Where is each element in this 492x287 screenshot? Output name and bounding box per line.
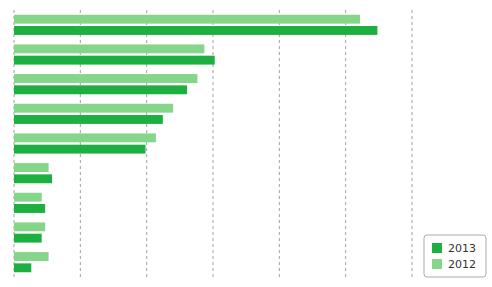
- chart: 2013 2012: [0, 0, 492, 287]
- bar: [14, 263, 31, 272]
- chart-container: 2013 2012: [0, 0, 492, 287]
- bar: [14, 174, 52, 183]
- bar: [14, 222, 45, 231]
- bar: [14, 104, 173, 113]
- bar: [14, 15, 360, 24]
- bar: [14, 56, 215, 65]
- legend-label: 2012: [448, 258, 476, 271]
- bar: [14, 252, 49, 261]
- bar: [14, 133, 156, 142]
- grid-line: [213, 10, 214, 277]
- bar: [14, 74, 197, 83]
- bar: [14, 85, 187, 94]
- bar: [14, 44, 204, 53]
- bar: [14, 115, 163, 124]
- grid-line: [412, 10, 413, 277]
- bars: [14, 15, 377, 273]
- bar: [14, 193, 42, 202]
- legend-label: 2013: [448, 242, 476, 255]
- bar: [14, 163, 49, 172]
- legend-swatch: [432, 243, 442, 253]
- legend-frame: [424, 235, 486, 277]
- bar: [14, 145, 146, 154]
- bar: [14, 26, 377, 35]
- grid-line: [279, 10, 280, 277]
- bar: [14, 204, 45, 213]
- bar: [14, 234, 42, 243]
- grid-line: [345, 10, 346, 277]
- grid: [14, 10, 412, 277]
- legend: 2013 2012: [424, 235, 486, 277]
- legend-swatch: [432, 259, 442, 269]
